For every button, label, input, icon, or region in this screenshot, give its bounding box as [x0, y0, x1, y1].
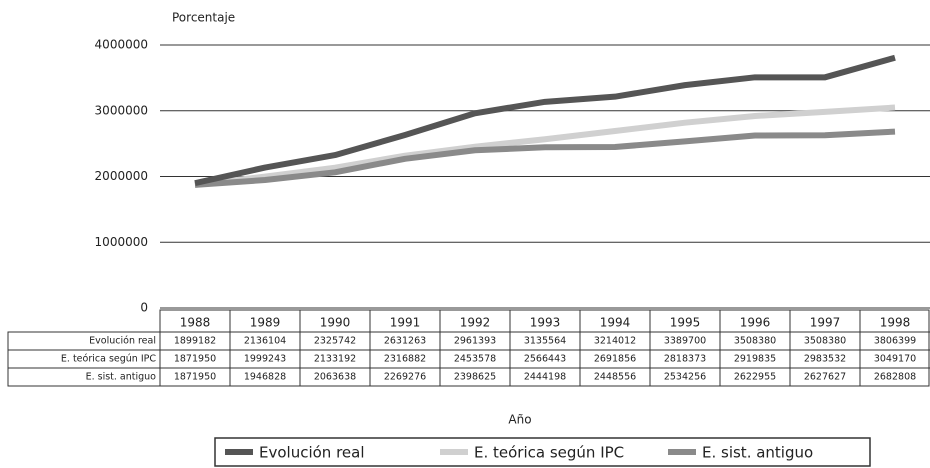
table-cell: 2691856	[594, 354, 636, 365]
x-tick-label: 1998	[880, 316, 911, 330]
table-cell: 2398625	[454, 372, 496, 383]
table-cell: 1946828	[244, 372, 286, 383]
x-axis-label: Año	[508, 413, 531, 427]
table-row-label: E. sist. antiguo	[86, 372, 157, 383]
table-cell: 2631263	[384, 336, 426, 347]
table-cell: 2818373	[664, 354, 706, 365]
table-cell: 2566443	[524, 354, 566, 365]
x-tick-label: 1991	[390, 316, 421, 330]
y-tick-label: 1000000	[95, 235, 148, 249]
x-tick-label: 1994	[600, 316, 631, 330]
x-tick-label: 1990	[320, 316, 351, 330]
table-cell: 1871950	[174, 354, 216, 365]
table-cell: 2983532	[804, 354, 846, 365]
x-tick-label: 1988	[180, 316, 211, 330]
x-tick-label: 1997	[810, 316, 841, 330]
table-row-label: Evolución real	[89, 336, 156, 347]
table-cell: 2325742	[314, 336, 356, 347]
table-cell: 1899182	[174, 336, 216, 347]
table-cell: 1871950	[174, 372, 216, 383]
table-cell: 2133192	[314, 354, 356, 365]
series-line	[194, 104, 896, 188]
table-cell: 2961393	[454, 336, 496, 347]
series-line	[194, 54, 896, 187]
x-tick-label: 1992	[460, 316, 491, 330]
table-frame	[159, 309, 930, 387]
legend-label: Evolución real	[259, 444, 365, 462]
y-tick-label: 4000000	[95, 38, 148, 52]
table-cell: 2063638	[314, 372, 356, 383]
legend-label: E. sist. antiguo	[702, 444, 813, 462]
x-tick-label: 1989	[250, 316, 281, 330]
table-cell: 2622955	[734, 372, 776, 383]
table-cell: 2919835	[734, 354, 776, 365]
x-tick-label: 1993	[530, 316, 561, 330]
table-cell: 3806399	[874, 336, 916, 347]
table-cell: 2444198	[524, 372, 566, 383]
table-cell: 3508380	[734, 336, 776, 347]
table-cell: 1999243	[244, 354, 286, 365]
table-cell: 2316882	[384, 354, 426, 365]
table-cell: 2534256	[664, 372, 706, 383]
table-cell: 2448556	[594, 372, 636, 383]
y-tick-label: 3000000	[95, 103, 148, 117]
table-cell: 3508380	[804, 336, 846, 347]
table-cell: 3389700	[664, 336, 706, 347]
x-tick-label: 1996	[740, 316, 771, 330]
table-cell: 2627627	[804, 372, 846, 383]
table-cell: 2453578	[454, 354, 496, 365]
legend-box	[214, 437, 871, 467]
x-tick-label: 1995	[670, 316, 701, 330]
y-tick-label: 2000000	[95, 169, 148, 183]
y-tick-label: 0	[140, 301, 148, 315]
series-line	[194, 128, 896, 188]
table-cell: 3214012	[594, 336, 636, 347]
y-axis-label: Porcentaje	[172, 11, 235, 25]
table-cell: 2269276	[384, 372, 426, 383]
table-cell: 3135564	[524, 336, 566, 347]
legend-label: E. teórica según IPC	[474, 444, 624, 462]
table-cell: 3049170	[874, 354, 916, 365]
table-row-label: E. teórica según IPC	[61, 354, 156, 365]
table-cell: 2682808	[874, 372, 916, 383]
table-cell: 2136104	[244, 336, 286, 347]
